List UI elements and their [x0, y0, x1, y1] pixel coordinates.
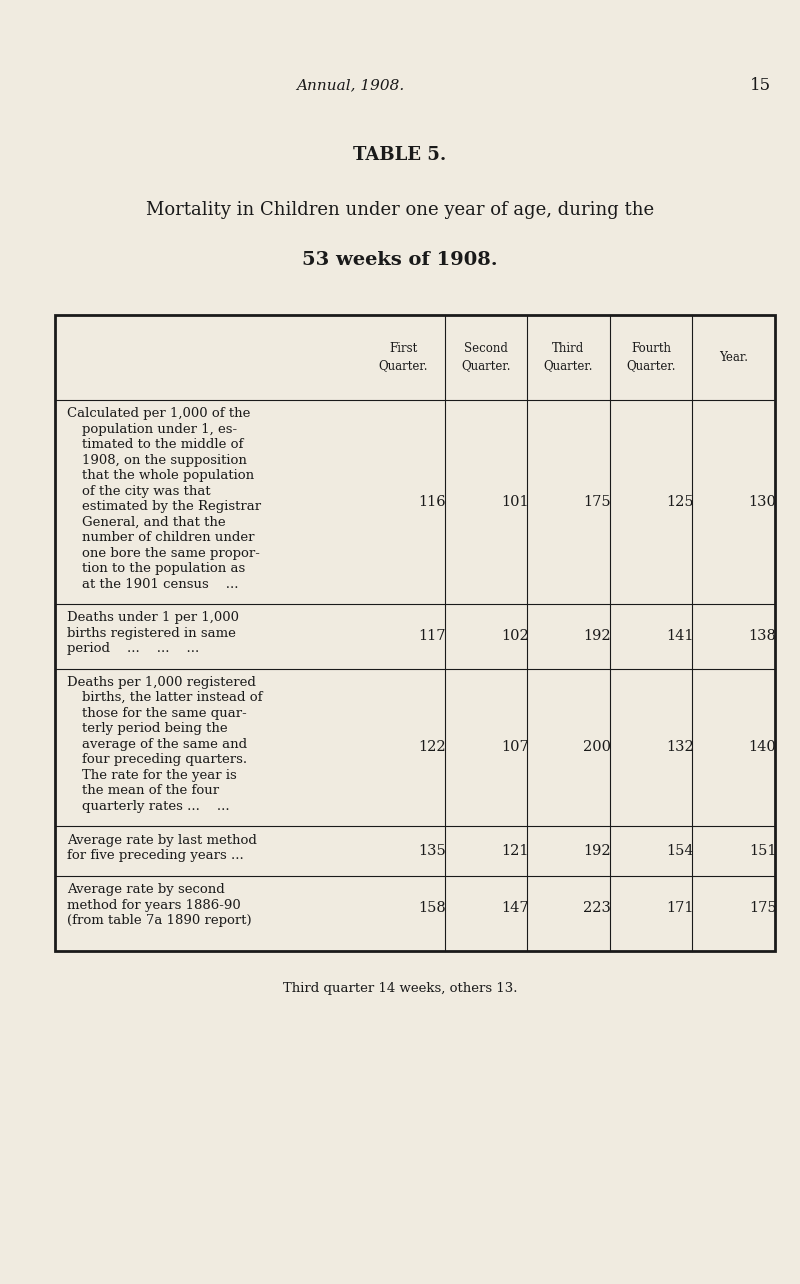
Text: 121: 121 — [501, 844, 529, 858]
Text: 158: 158 — [418, 901, 446, 915]
Text: Average rate by last method: Average rate by last method — [67, 833, 257, 846]
Text: number of children under: number of children under — [82, 532, 254, 544]
Text: 1908, on the supposition: 1908, on the supposition — [82, 453, 247, 466]
Text: Year.: Year. — [719, 351, 748, 363]
Text: 175: 175 — [749, 901, 777, 915]
Text: terly period being the: terly period being the — [82, 722, 228, 736]
Text: estimated by the Registrar: estimated by the Registrar — [82, 501, 261, 514]
Text: 171: 171 — [666, 901, 694, 915]
Text: 117: 117 — [418, 629, 446, 643]
Text: Second
Quarter.: Second Quarter. — [461, 343, 510, 372]
Text: that the whole population: that the whole population — [82, 469, 254, 483]
Text: 132: 132 — [666, 741, 694, 754]
Text: the mean of the four: the mean of the four — [82, 785, 219, 797]
Text: The rate for the year is: The rate for the year is — [82, 769, 237, 782]
Text: Deaths per 1,000 registered: Deaths per 1,000 registered — [67, 675, 256, 688]
Text: 122: 122 — [418, 741, 446, 754]
Text: 138: 138 — [749, 629, 777, 643]
Text: 125: 125 — [666, 496, 694, 508]
Text: 147: 147 — [501, 901, 529, 915]
Text: Third
Quarter.: Third Quarter. — [544, 343, 594, 372]
Text: (from table 7a 1890 report): (from table 7a 1890 report) — [67, 914, 252, 927]
Text: population under 1, es-: population under 1, es- — [82, 422, 237, 435]
Text: 101: 101 — [501, 496, 529, 508]
Text: births registered in same: births registered in same — [67, 627, 236, 639]
Text: of the city was that: of the city was that — [82, 484, 210, 498]
Text: First
Quarter.: First Quarter. — [378, 343, 428, 372]
Text: 151: 151 — [749, 844, 776, 858]
Text: Mortality in Children under one year of age, during the: Mortality in Children under one year of … — [146, 202, 654, 220]
Text: Fourth
Quarter.: Fourth Quarter. — [626, 343, 676, 372]
Text: 154: 154 — [666, 844, 694, 858]
Text: 107: 107 — [501, 741, 529, 754]
Text: 223: 223 — [583, 901, 611, 915]
Text: Average rate by second: Average rate by second — [67, 883, 225, 896]
Text: births, the latter instead of: births, the latter instead of — [82, 691, 262, 704]
Text: 175: 175 — [583, 496, 611, 508]
Text: 135: 135 — [418, 844, 446, 858]
Text: 192: 192 — [583, 844, 611, 858]
Bar — [55, 315, 775, 950]
Text: average of the same and: average of the same and — [82, 737, 247, 751]
Text: 53 weeks of 1908.: 53 weeks of 1908. — [302, 250, 498, 270]
Text: 141: 141 — [666, 629, 694, 643]
Text: Deaths under 1 per 1,000: Deaths under 1 per 1,000 — [67, 611, 239, 624]
Text: one bore the same propor-: one bore the same propor- — [82, 547, 260, 560]
Text: period    ...    ...    ...: period ... ... ... — [67, 642, 199, 655]
Text: 140: 140 — [749, 741, 777, 754]
Text: those for the same quar-: those for the same quar- — [82, 706, 246, 719]
Text: 130: 130 — [749, 496, 777, 508]
Text: at the 1901 census    ...: at the 1901 census ... — [82, 578, 238, 591]
Text: TABLE 5.: TABLE 5. — [354, 146, 446, 164]
Text: 192: 192 — [583, 629, 611, 643]
Text: tion to the population as: tion to the population as — [82, 562, 246, 575]
Text: General, and that the: General, and that the — [82, 516, 226, 529]
Text: for five preceding years ...: for five preceding years ... — [67, 849, 244, 862]
Text: Third quarter 14 weeks, others 13.: Third quarter 14 weeks, others 13. — [282, 982, 518, 995]
Text: Calculated per 1,000 of the: Calculated per 1,000 of the — [67, 407, 250, 420]
Text: 15: 15 — [750, 77, 770, 94]
Text: timated to the middle of: timated to the middle of — [82, 438, 243, 451]
Text: quarterly rates ...    ...: quarterly rates ... ... — [82, 800, 230, 813]
Text: 116: 116 — [418, 496, 446, 508]
Text: Annual, 1908.: Annual, 1908. — [296, 78, 404, 92]
Text: four preceding quarters.: four preceding quarters. — [82, 754, 247, 767]
Text: 102: 102 — [501, 629, 529, 643]
Text: 200: 200 — [583, 741, 611, 754]
Text: method for years 1886-90: method for years 1886-90 — [67, 899, 241, 912]
